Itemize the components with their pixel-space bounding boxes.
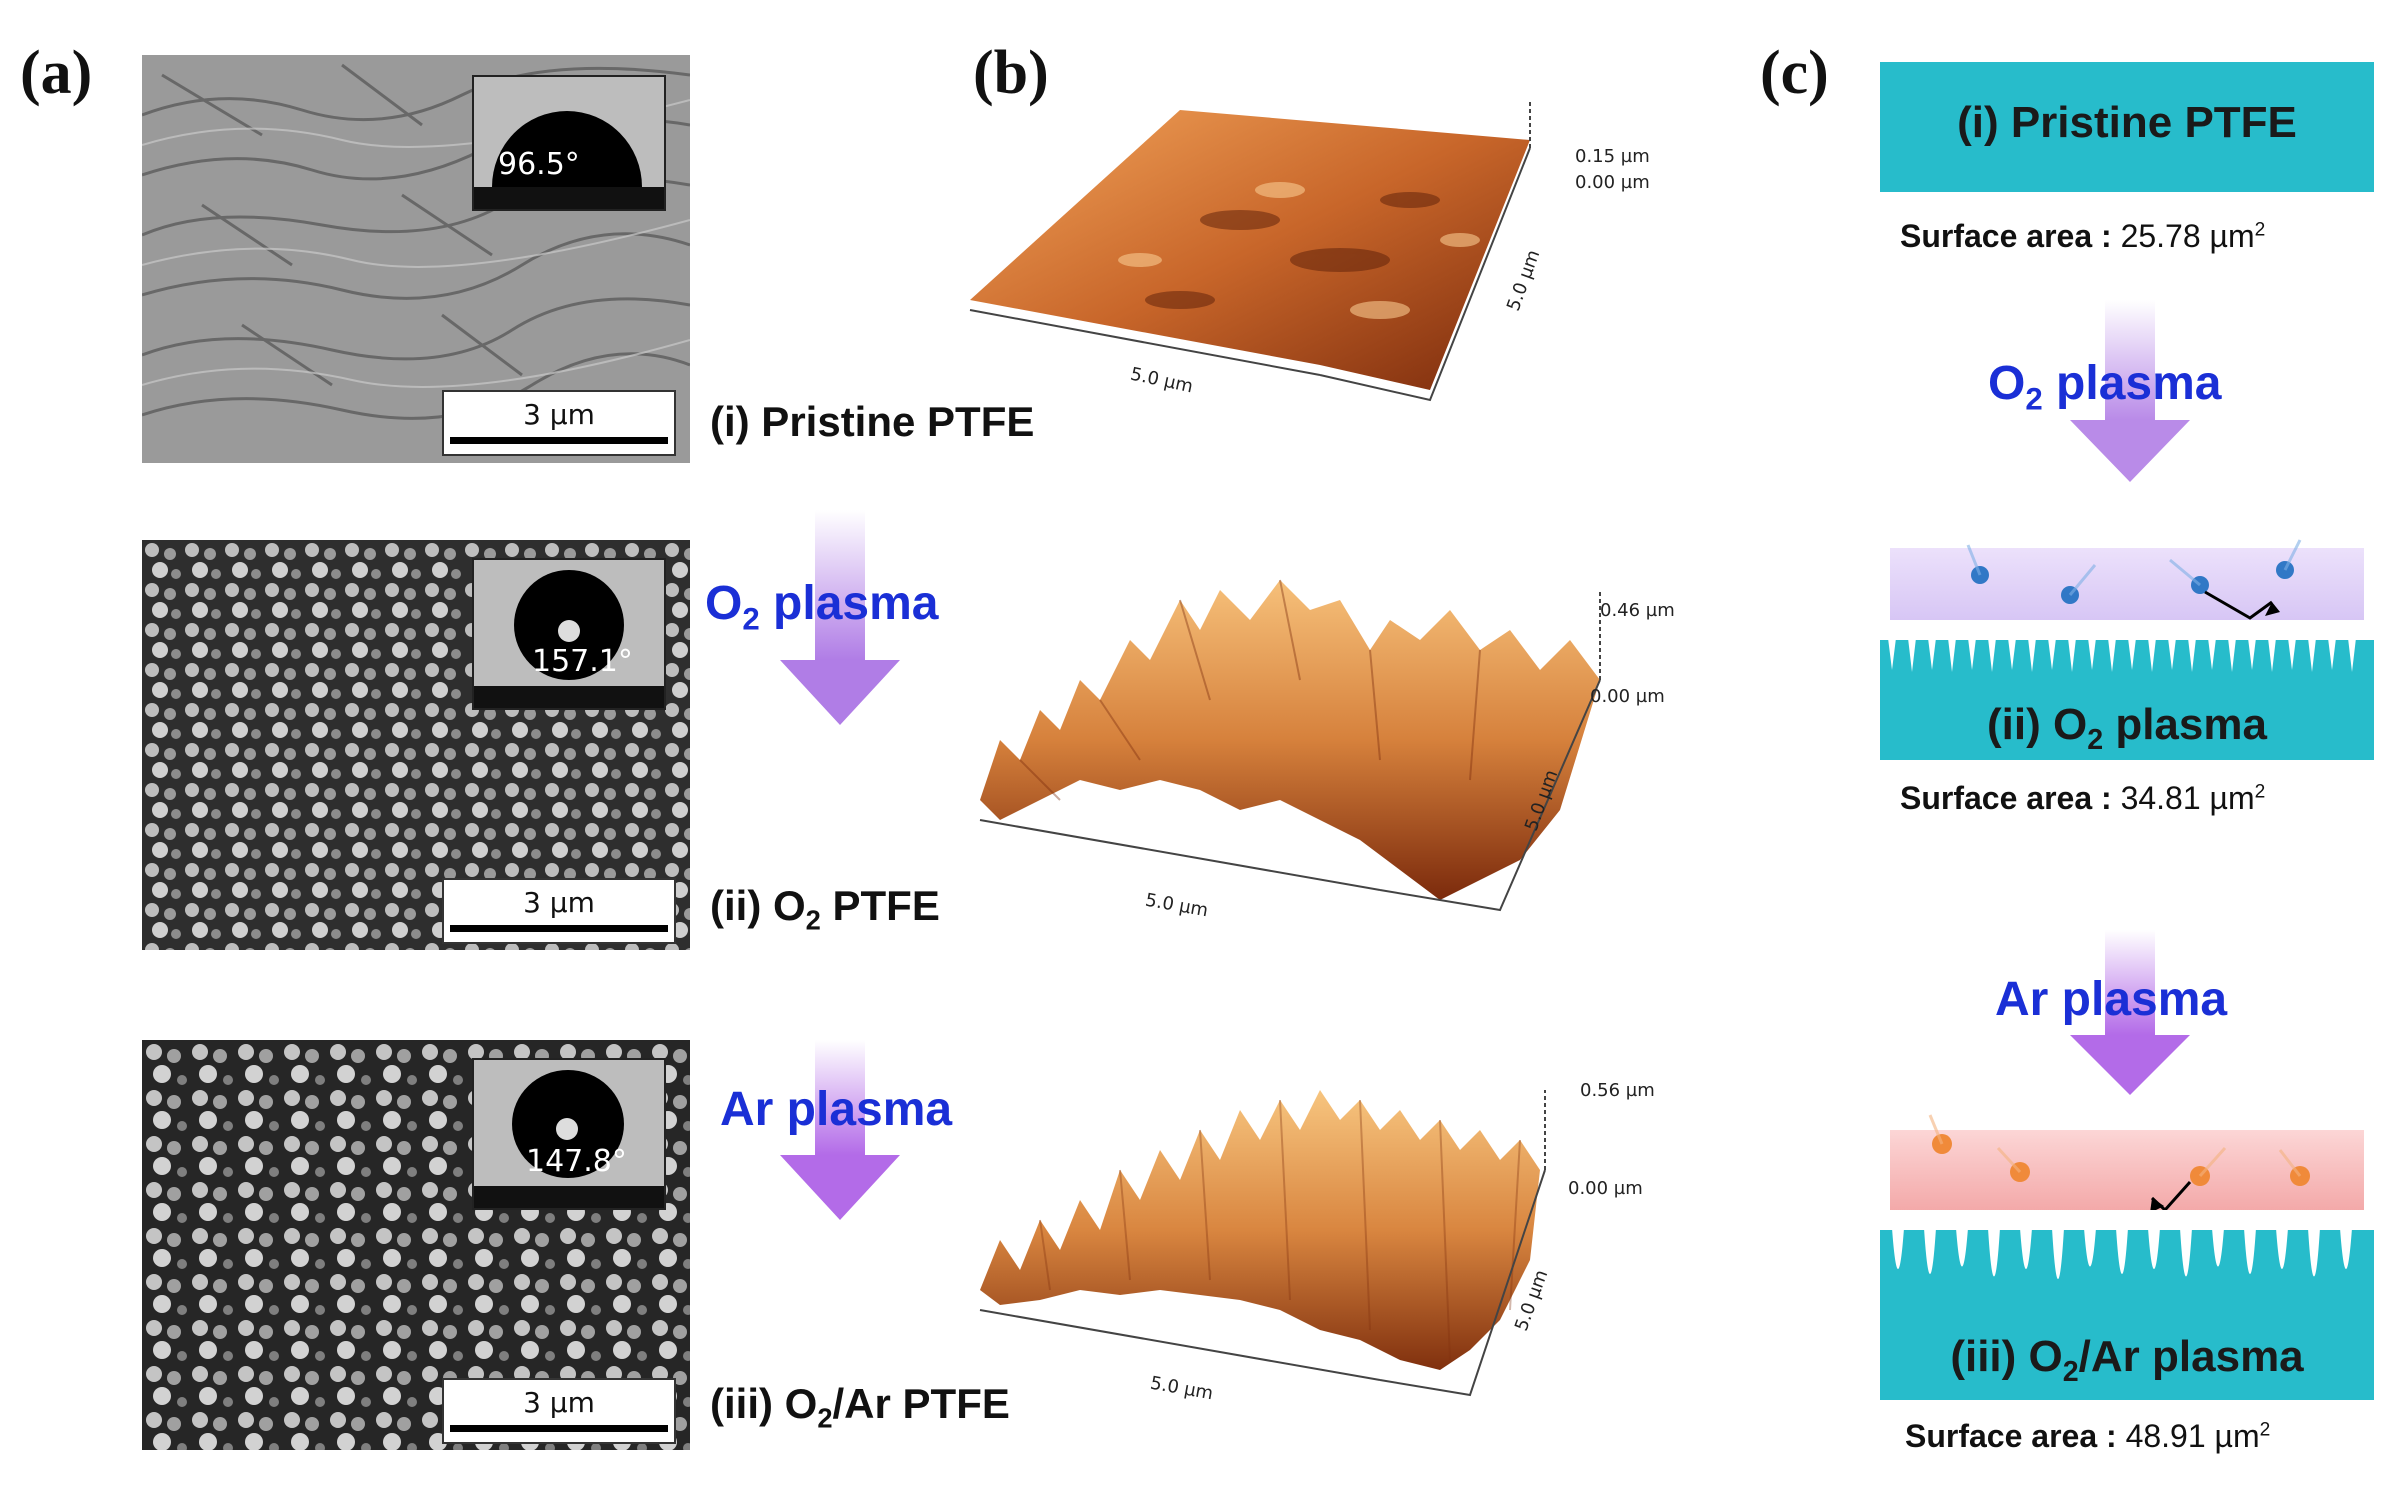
caption-pristine-ptfe: (i) Pristine PTFE (710, 398, 1035, 445)
contact-angle-value: 147.8° (526, 1144, 627, 1179)
sem-image-pristine: 96.5° 3 µm (142, 55, 690, 463)
contact-angle-inset: 147.8° (472, 1058, 666, 1210)
afm-surface-pristine (969, 102, 1531, 402)
panel-label-b: (b) (973, 39, 1049, 107)
afm-z-max: 0.15 µm (1575, 146, 1650, 167)
label-o2-plasma-a: O2 plasma (705, 577, 939, 637)
scale-bar: 3 µm (442, 390, 676, 456)
ar-plasma-schematic (1880, 1114, 2374, 1400)
surface-area-pristine: Surface area : 25.78 µm2 (1900, 218, 2266, 254)
scale-bar-label: 3 µm (523, 886, 595, 919)
sem-image-o2: 157.1° 3 µm (142, 540, 690, 950)
afm-surface-o2-ar (979, 1090, 1546, 1397)
process-arrow-ar-c (2070, 930, 2190, 1095)
caption-o2-ar-ptfe: (iii) O2/Ar PTFE (710, 1380, 1010, 1434)
contact-angle-inset: 96.5° (472, 75, 666, 211)
afm-surface-o2 (979, 579, 1601, 912)
contact-angle-value: 96.5° (498, 147, 580, 182)
o2-plasma-layer (1890, 548, 2364, 620)
contact-angle-inset: 157.1° (472, 558, 666, 710)
label-ar-plasma-c: Ar plasma (1995, 973, 2228, 1026)
afm-z-max: 0.46 µm (1600, 600, 1675, 621)
scale-bar: 3 µm (442, 878, 676, 944)
caption-o2-ptfe: (ii) O2 PTFE (710, 882, 940, 936)
process-arrow-o2-c (2070, 300, 2190, 482)
scale-bar: 3 µm (442, 1378, 676, 1444)
afm-z-min: 0.00 µm (1575, 172, 1650, 193)
contact-angle-value: 157.1° (532, 644, 633, 679)
afm-z-min: 0.00 µm (1568, 1178, 1643, 1199)
label-ar-plasma-a: Ar plasma (720, 1083, 953, 1136)
process-arrow-o2 (780, 510, 900, 725)
scale-bar-label: 3 µm (523, 398, 595, 431)
surface-area-o2: Surface area : 34.81 µm2 (1900, 780, 2266, 816)
step-label-o2-ar: (iii) O2/Ar plasma (1950, 1332, 2304, 1388)
o2-plasma-schematic (1880, 539, 2374, 760)
process-arrow-ar (780, 1040, 900, 1220)
scale-bar-label: 3 µm (523, 1386, 595, 1419)
afm-z-max: 0.56 µm (1580, 1080, 1655, 1101)
step-label-o2: (ii) O2 plasma (1987, 700, 2267, 756)
panel-label-a: (a) (20, 39, 93, 107)
step-label-pristine: (i) Pristine PTFE (1957, 98, 2297, 147)
ptfe-block-pristine (1880, 62, 2374, 192)
label-o2-plasma-c: O2 plasma (1988, 357, 2222, 417)
ar-plasma-layer (1890, 1130, 2364, 1214)
afm-z-min: 0.00 µm (1590, 686, 1665, 707)
sem-image-o2-ar: 147.8° 3 µm (142, 1040, 690, 1450)
surface-area-o2-ar: Surface area : 48.91 µm2 (1905, 1418, 2271, 1454)
sem-texture (142, 63, 690, 420)
panel-label-c: (c) (1760, 39, 1829, 107)
